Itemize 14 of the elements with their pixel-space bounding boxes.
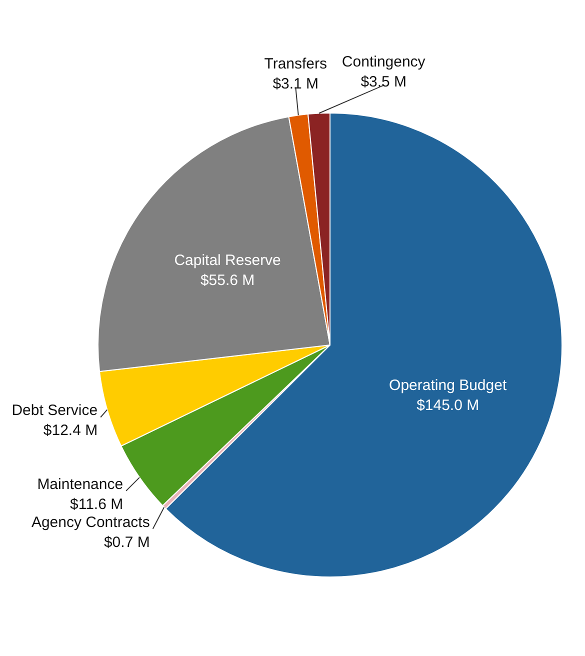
slice-label: Transfers [264, 55, 328, 72]
data-label: $11.6 M [70, 496, 124, 513]
slice-label: Debt Service [12, 402, 98, 420]
data-label: $0.7 M [104, 534, 150, 551]
slice-label: Contingency [342, 53, 426, 70]
data-label: $145.0 M [416, 396, 480, 414]
slice-label: Agency Contracts [31, 514, 150, 531]
data-label: $3.1 M [272, 75, 319, 92]
slice-label: Capital Reserve [174, 252, 281, 269]
data-label: $12.4 M [43, 422, 98, 440]
data-label: $3.5 M [360, 73, 407, 90]
slice-label: Maintenance [37, 476, 124, 493]
data-label: $55.6 M [200, 272, 255, 289]
slice-label: Operating Budget [389, 376, 508, 394]
